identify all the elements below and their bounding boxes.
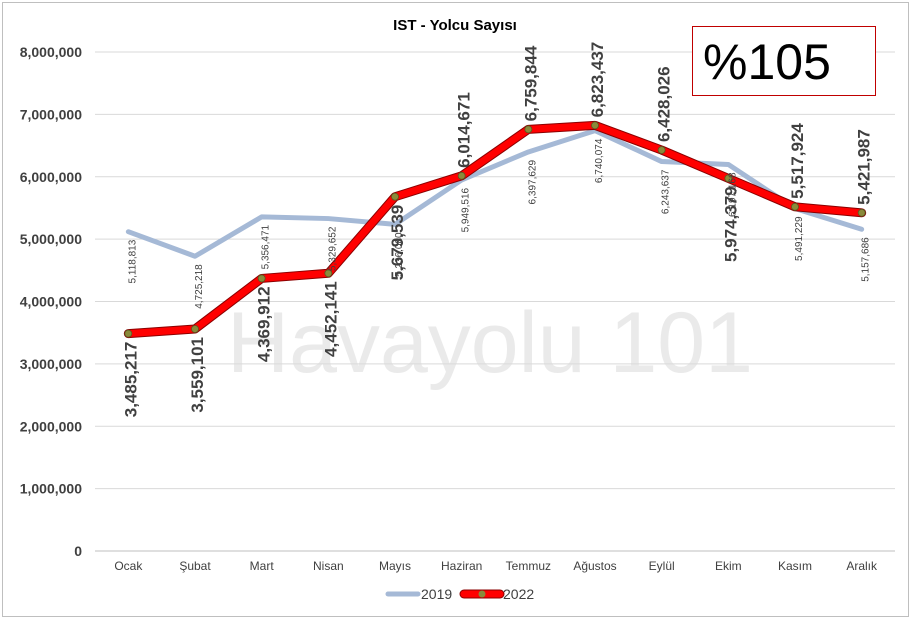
x-tick-label: Aralık bbox=[846, 559, 878, 573]
series-2022-marker bbox=[124, 329, 133, 338]
series-2022-marker bbox=[657, 146, 666, 154]
chart-title: IST - Yolcu Sayısı bbox=[393, 17, 517, 34]
x-tick-label: Kasım bbox=[778, 559, 812, 573]
data-label-2019: 5,491,229 bbox=[794, 216, 805, 261]
series-2022-marker bbox=[324, 269, 333, 278]
data-label-2019: 5,118,813 bbox=[127, 239, 138, 283]
data-label-2019: 5,949,516 bbox=[461, 187, 472, 232]
data-label-2022: 6,014,671 bbox=[455, 92, 474, 168]
y-tick-label: 3,000,000 bbox=[20, 356, 82, 372]
data-label-2022: 3,485,217 bbox=[121, 342, 140, 418]
y-tick-label: 7,000,000 bbox=[20, 106, 82, 122]
data-label-2019: 6,197,168 bbox=[727, 172, 738, 217]
x-tick-label: Mayıs bbox=[379, 559, 411, 573]
x-tick-label: Eylül bbox=[649, 559, 675, 573]
data-label-2022: 5,974,379 bbox=[721, 186, 740, 262]
x-tick-label: Ocak bbox=[114, 559, 143, 573]
data-label-2019: 5,157,686 bbox=[861, 237, 872, 282]
legend-label-2022: 2022 bbox=[503, 586, 534, 602]
data-label-2019: 5,329,652 bbox=[327, 226, 338, 271]
series-2022-line bbox=[124, 121, 866, 338]
data-label-2022: 5,517,924 bbox=[788, 123, 807, 199]
y-axis: 0 1,000,000 2,000,000 3,000,000 4,000,000 5,0… bbox=[20, 44, 83, 559]
data-label-2022: 5,421,987 bbox=[855, 129, 874, 205]
y-tick-label: 5,000,000 bbox=[20, 231, 82, 247]
legend: 2019 2022 bbox=[385, 586, 534, 602]
series-2022-marker bbox=[257, 274, 266, 283]
x-tick-label: Şubat bbox=[179, 559, 211, 573]
series-2022-marker bbox=[524, 125, 533, 134]
y-tick-label: 1,000,000 bbox=[20, 481, 82, 497]
y-tick-label: 6,000,000 bbox=[20, 169, 82, 185]
gridlines bbox=[95, 51, 895, 552]
data-label-2022: 4,452,141 bbox=[321, 281, 340, 357]
series-lines bbox=[123, 120, 867, 339]
data-label-2019: 5,356,471 bbox=[261, 224, 272, 269]
data-label-2022: 3,559,101 bbox=[188, 337, 207, 413]
watermark: Havayolu 101 bbox=[227, 295, 753, 391]
series-2022-marker bbox=[724, 174, 733, 183]
series-2022-marker bbox=[591, 121, 599, 130]
y-tick-label: 2,000,000 bbox=[20, 418, 82, 434]
x-axis: Ocak Şubat Mart Nisan Mayıs Haziran Temmuz Ağus… bbox=[114, 559, 878, 573]
x-tick-label: Haziran bbox=[441, 559, 482, 573]
data-label-2019: 6,740,074 bbox=[594, 138, 605, 183]
y-tick-label: 8,000,000 bbox=[20, 44, 82, 60]
legend-marker-2022 bbox=[478, 590, 486, 598]
series-2022-marker bbox=[857, 208, 866, 217]
series-2022-marker bbox=[791, 202, 799, 211]
data-label-2019: 4,725,218 bbox=[194, 264, 205, 309]
data-labels: 5,118,813 4,725,218 5,356,471 5,329,652 5,23… bbox=[121, 42, 873, 418]
data-label-2022: 5,679,539 bbox=[388, 205, 407, 281]
series-2019-line bbox=[125, 128, 865, 259]
data-label-2022: 6,759,844 bbox=[521, 45, 540, 121]
data-label-2019: 5,236,080 bbox=[394, 232, 405, 277]
series-2022-marker bbox=[191, 325, 199, 333]
data-label-2019: 6,243,637 bbox=[661, 169, 672, 214]
legend-label-2019: 2019 bbox=[421, 586, 452, 602]
x-tick-label: Ağustos bbox=[573, 559, 616, 573]
data-label-2022: 6,428,026 bbox=[655, 66, 674, 142]
data-label-2022: 4,369,912 bbox=[255, 286, 274, 362]
series-2022-marker bbox=[457, 171, 466, 180]
x-tick-label: Ekim bbox=[715, 559, 742, 573]
x-tick-label: Mart bbox=[250, 559, 275, 573]
y-tick-label: 4,000,000 bbox=[20, 294, 82, 310]
x-tick-label: Nisan bbox=[313, 559, 344, 573]
x-tick-label: Temmuz bbox=[506, 559, 551, 573]
y-tick-label: 0 bbox=[74, 543, 82, 559]
data-label-2019: 6,397,629 bbox=[527, 160, 538, 205]
growth-annotation: %105 bbox=[692, 26, 876, 96]
series-2022-marker bbox=[391, 192, 399, 201]
data-label-2022: 6,823,437 bbox=[588, 42, 607, 118]
